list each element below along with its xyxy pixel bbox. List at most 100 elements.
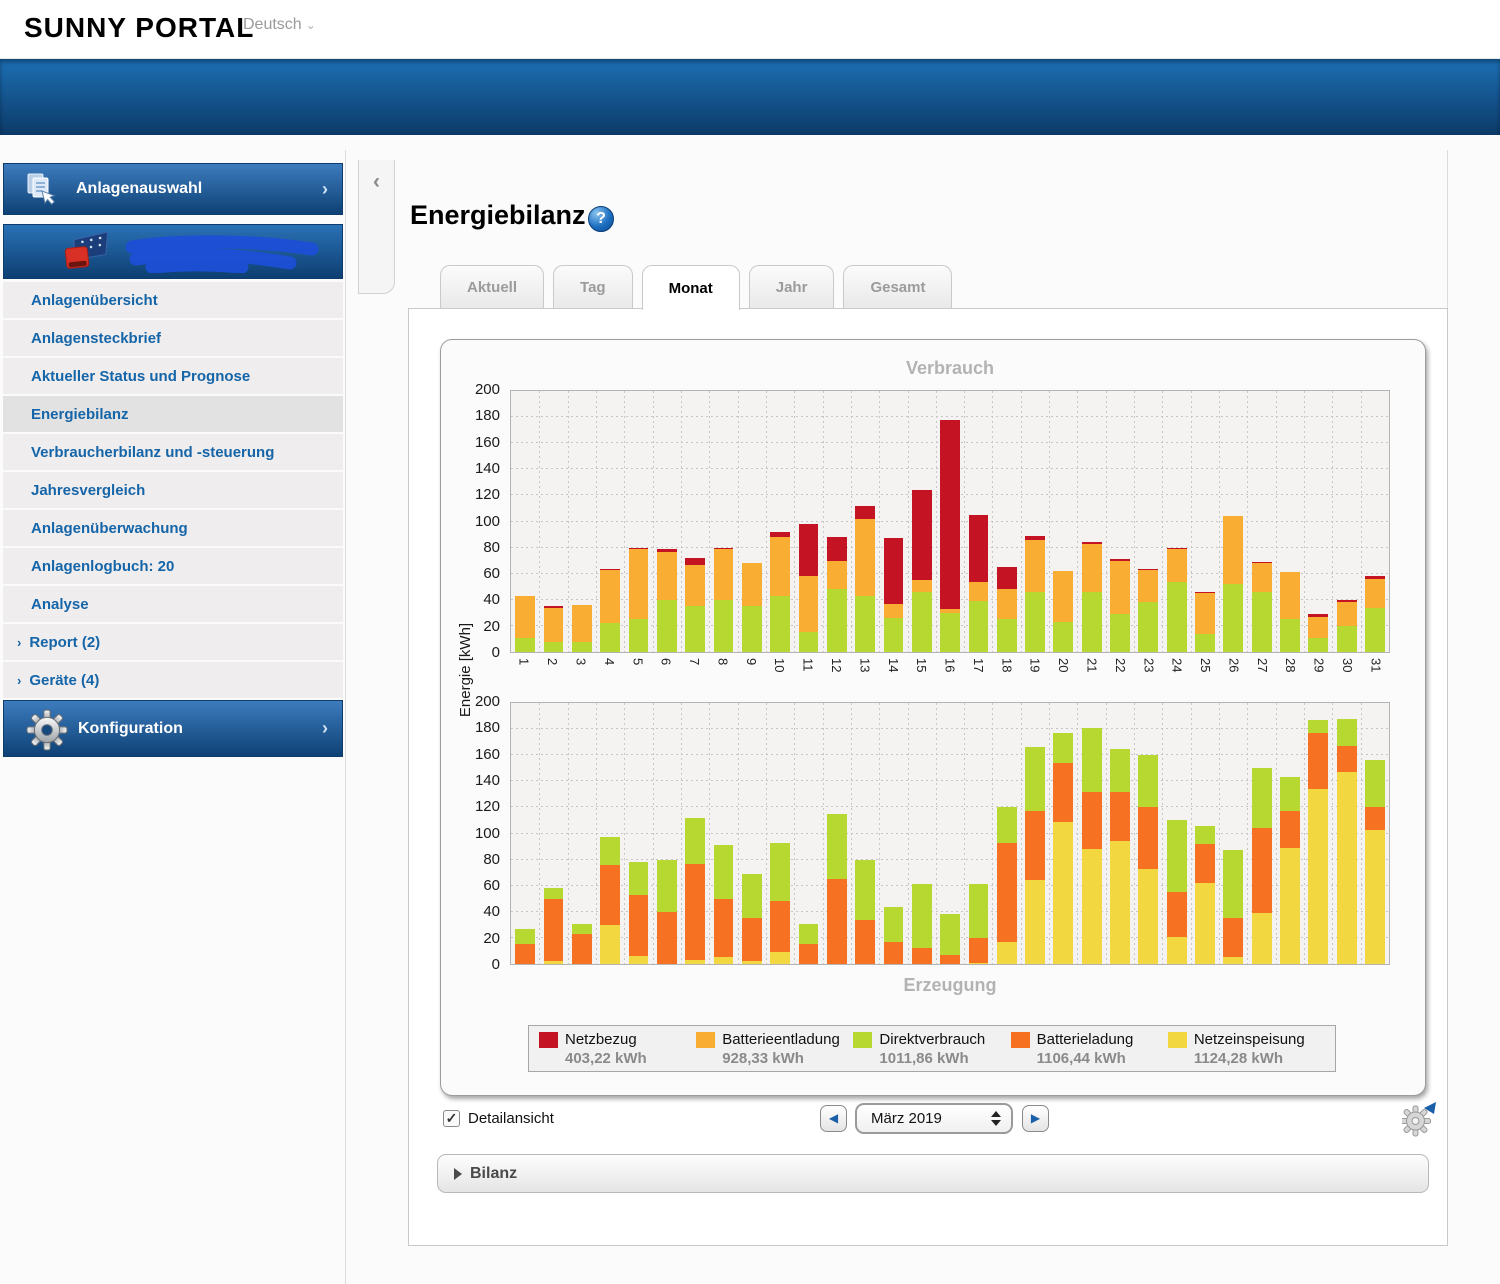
segment-batterieladung	[1365, 807, 1385, 829]
sidebar-item-geraete[interactable]: ›Geräte (4)	[3, 662, 343, 698]
legend-item-batterieladung: Batterieladung1106,44 kWh	[1011, 1031, 1168, 1071]
x-tick-day-17: 17	[964, 658, 992, 700]
sidebar-item-label: Analyse	[31, 596, 89, 613]
sidebar-item-anlagenuebersicht[interactable]: Anlagenübersicht	[3, 282, 343, 318]
logo: SUNNY PORTAL	[24, 12, 254, 44]
x-tick-day-31: 31	[1362, 658, 1390, 700]
segment-direktverbrauch	[969, 601, 989, 652]
sidebar-item-konfiguration[interactable]: Konfiguration ›	[3, 700, 343, 757]
x-tick-day-2: 2	[538, 658, 566, 700]
segment-direktverbrauch	[1082, 728, 1102, 792]
x-tick-day-12: 12	[822, 658, 850, 700]
segment-batterieentladung	[827, 561, 847, 590]
segment-batterieentladung	[544, 608, 564, 642]
tab-gesamt[interactable]: Gesamt	[843, 265, 952, 308]
current-plant-banner[interactable]	[3, 224, 343, 279]
segment-netzeinspeisung	[969, 963, 989, 964]
x-tick-day-9: 9	[737, 658, 765, 700]
segment-netzeinspeisung	[1337, 772, 1357, 964]
segment-batterieentladung	[742, 563, 762, 606]
bar-day-19	[1021, 391, 1049, 652]
segment-direktverbrauch	[714, 600, 734, 652]
y-tick-label: 0	[492, 644, 500, 661]
sidebar-item-anlagenueberwachung[interactable]: Anlagenüberwachung	[3, 510, 343, 546]
segment-batterieladung	[657, 912, 677, 964]
sidebar-item-jahresvergleich[interactable]: Jahresvergleich	[3, 472, 343, 508]
chart-title-verbrauch: Verbrauch	[510, 358, 1390, 379]
x-tick-day-4: 4	[595, 658, 623, 700]
chart-settings-button[interactable]	[1402, 1098, 1438, 1138]
tab-monat[interactable]: Monat	[642, 265, 740, 310]
next-month-button[interactable]: ▶	[1022, 1105, 1049, 1132]
bilanz-accordion[interactable]: Bilanz	[437, 1154, 1429, 1193]
segment-direktverbrauch	[827, 814, 847, 879]
segment-direktverbrauch	[1110, 749, 1130, 792]
bar-day-6	[653, 391, 681, 652]
tab-aktuell[interactable]: Aktuell	[440, 265, 544, 308]
segment-batterieentladung	[770, 537, 790, 596]
segment-direktverbrauch	[657, 860, 677, 912]
period-select[interactable]: März 2019	[855, 1103, 1013, 1134]
segment-batterieladung	[799, 944, 819, 964]
bar-day-28	[1276, 391, 1304, 652]
sidebar-item-verbraucherbilanz-und-steuerung[interactable]: Verbraucherbilanz und -steuerung	[3, 434, 343, 470]
tab-tag[interactable]: Tag	[553, 265, 633, 308]
segment-netzeinspeisung	[1167, 937, 1187, 964]
tabs: AktuellTagMonatJahrGesamt	[440, 265, 961, 310]
legend-swatch	[853, 1032, 872, 1048]
bar-day-26	[1219, 703, 1247, 964]
segment-netzeinspeisung	[600, 925, 620, 964]
period-value: März 2019	[871, 1110, 942, 1127]
segment-direktverbrauch	[940, 914, 960, 954]
sidebar-item-energiebilanz[interactable]: Energiebilanz	[3, 396, 343, 432]
segment-batterieladung	[515, 944, 535, 964]
segment-direktverbrauch	[940, 613, 960, 652]
bar-day-27	[1248, 391, 1276, 652]
bar-day-24	[1163, 391, 1191, 652]
x-tick-day-26: 26	[1220, 658, 1248, 700]
bar-day-12	[823, 391, 851, 652]
segment-netzeinspeisung	[1252, 913, 1272, 964]
sidebar-item-anlagenlogbuch[interactable]: Anlagenlogbuch: 20	[3, 548, 343, 584]
previous-month-button[interactable]: ◀	[820, 1105, 847, 1132]
tab-jahr[interactable]: Jahr	[749, 265, 835, 308]
y-tick-label: 120	[475, 798, 500, 815]
bar-day-26	[1219, 391, 1247, 652]
help-icon[interactable]: ?	[588, 206, 614, 232]
segment-batterieladung	[714, 899, 734, 958]
bar-day-30	[1333, 703, 1361, 964]
segment-direktverbrauch	[827, 589, 847, 652]
sidebar-item-analyse[interactable]: Analyse	[3, 586, 343, 622]
segment-netzeinspeisung	[1053, 822, 1073, 964]
segment-direktverbrauch	[1223, 584, 1243, 652]
detail-view-checkbox[interactable]: ✓	[443, 1110, 460, 1127]
segment-direktverbrauch	[544, 888, 564, 898]
bar-day-29	[1304, 703, 1332, 964]
sidebar-item-anlagensteckbrief[interactable]: Anlagensteckbrief	[3, 320, 343, 356]
legend-label: Direktverbrauch	[879, 1031, 985, 1048]
language-selector[interactable]: Deutsch⌄	[243, 16, 316, 34]
sidebar-item-aktueller-status-und-prognose[interactable]: Aktueller Status und Prognose	[3, 358, 343, 394]
sidebar: Anlagenauswahl › AnlagenübersichtA	[3, 163, 343, 757]
bar-day-4	[596, 391, 624, 652]
segment-netzeinspeisung	[997, 942, 1017, 964]
segment-direktverbrauch	[1280, 619, 1300, 652]
segment-batterieladung	[997, 843, 1017, 942]
x-tick-day-27: 27	[1248, 658, 1276, 700]
legend-value: 1011,86 kWh	[879, 1050, 1010, 1067]
bar-day-9	[738, 703, 766, 964]
bar-day-15	[908, 703, 936, 964]
segment-direktverbrauch	[657, 600, 677, 652]
sidebar-menu: AnlagenübersichtAnlagensteckbriefAktuell…	[3, 282, 343, 698]
legend-swatch	[1168, 1032, 1187, 1048]
plant-selector-button[interactable]: Anlagenauswahl ›	[3, 163, 343, 215]
bar-day-17	[964, 391, 992, 652]
sidebar-collapse-button[interactable]: ‹	[358, 160, 395, 294]
x-tick-day-13: 13	[851, 658, 879, 700]
bar-day-24	[1163, 703, 1191, 964]
y-tick-label: 100	[475, 825, 500, 842]
sidebar-item-report[interactable]: ›Report (2)	[3, 624, 343, 660]
x-tick-day-7: 7	[680, 658, 708, 700]
bar-day-2	[539, 391, 567, 652]
x-tick-day-29: 29	[1305, 658, 1333, 700]
